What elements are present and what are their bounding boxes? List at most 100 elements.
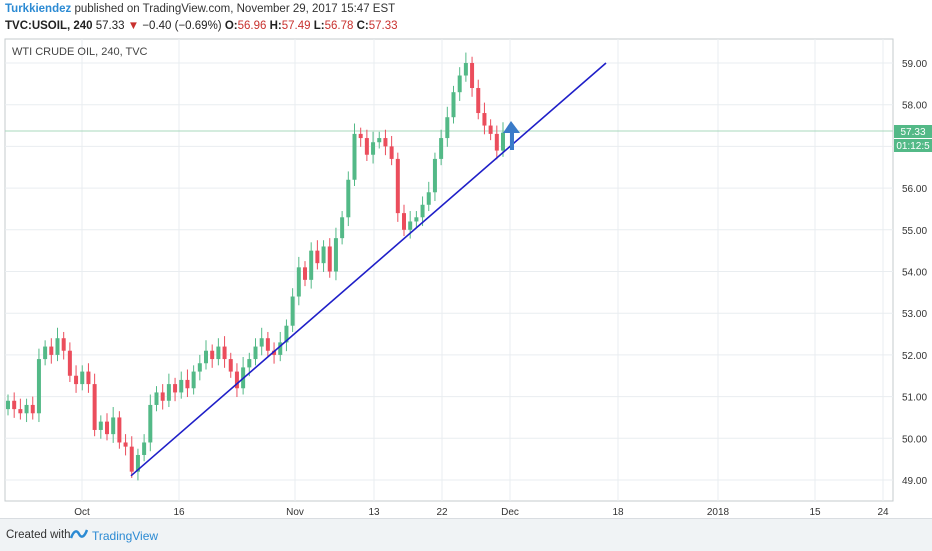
candle-body [371, 142, 376, 155]
y-tick-label: 54.00 [902, 268, 927, 279]
candle-body [43, 346, 48, 360]
candle-body [49, 346, 54, 355]
candle-body [30, 404, 35, 414]
price-change: −0.40 (−0.69%) [142, 20, 222, 32]
candle-body [204, 350, 208, 364]
down-arrow-icon: ▼ [127, 20, 140, 32]
candles [6, 52, 505, 481]
y-tick-label: 50.00 [902, 434, 927, 445]
close-label: C: [356, 20, 369, 32]
open-value: 56.96 [237, 20, 267, 32]
candle-body [247, 359, 252, 368]
symbol-label[interactable]: TVC:USOIL, 240 [5, 20, 93, 32]
candle-body [55, 338, 60, 355]
candle-body [309, 250, 314, 280]
tradingview-logo-icon [70, 529, 88, 539]
candle-body [327, 246, 332, 272]
y-tick-label: 52.00 [902, 351, 927, 362]
x-tick-label: 2018 [707, 507, 730, 518]
candle-body [129, 446, 134, 472]
x-tick-label: Nov [286, 507, 304, 518]
tradingview-brand-link[interactable]: TradingView [92, 529, 159, 543]
candle-body [92, 384, 97, 430]
candle-body [105, 421, 109, 435]
x-tick-label: 16 [173, 507, 185, 518]
time-axis[interactable]: Oct 16 Nov 13 22 Dec 18 2018 15 24 [74, 507, 889, 518]
candle-body [185, 379, 190, 389]
candle-body [488, 125, 493, 134]
candle-body [253, 346, 258, 360]
price-chart[interactable]: 49.00 50.00 51.00 52.00 53.00 54.00 55.00 56.00… [0, 38, 932, 518]
candle-body [61, 338, 66, 351]
candle-body [395, 158, 400, 214]
candle-body [197, 363, 202, 372]
candle-body [24, 404, 29, 414]
chart-title: WTI CRUDE OIL, 240, TVC [12, 46, 148, 58]
candle-body [210, 350, 215, 360]
close-value: 57.33 [368, 20, 398, 32]
candle-body [321, 246, 326, 264]
candle-body [67, 350, 72, 376]
low-label: L: [313, 20, 325, 32]
candle-body [377, 138, 382, 143]
candle-body [154, 392, 159, 405]
candle-body [414, 217, 419, 222]
price-axis[interactable]: 49.00 50.00 51.00 52.00 53.00 54.00 55.00 56.00… [902, 59, 927, 487]
candle-body [352, 133, 357, 180]
price-tag-label: 57.33 [900, 127, 925, 138]
candle-body [420, 204, 425, 218]
candle-body [457, 75, 462, 93]
trendline[interactable] [130, 62, 607, 477]
open-label: O: [224, 20, 238, 32]
published-text: published on TradingView.com, November 2… [71, 3, 396, 15]
y-tick-label: 58.00 [902, 101, 927, 112]
candle-body [494, 133, 499, 151]
candle-body [234, 371, 239, 389]
candle-body [74, 375, 79, 385]
candle-body [117, 417, 122, 443]
candle-body [18, 409, 23, 414]
candle-body [111, 417, 116, 435]
candle-body [315, 250, 320, 264]
candle-body [191, 371, 196, 389]
candle-body [259, 338, 264, 347]
x-tick-label: 15 [809, 507, 821, 518]
candle-body [12, 400, 17, 410]
candle-body [160, 392, 165, 401]
countdown-label: 01:12:5 [896, 141, 930, 152]
up-arrow-icon[interactable] [503, 121, 520, 150]
created-with-label: Created with [6, 529, 71, 541]
countdown-tag [894, 139, 932, 152]
x-tick-label: Oct [74, 507, 90, 518]
candle-body [389, 146, 394, 159]
candle-body [36, 359, 41, 414]
candle-body [272, 350, 277, 355]
candle-body [166, 384, 171, 401]
candle-body [426, 192, 431, 205]
y-tick-label: 56.00 [902, 184, 927, 195]
candle-body [278, 342, 283, 355]
candle-body [445, 117, 450, 139]
candle-body [135, 454, 140, 472]
price-tag [894, 125, 932, 138]
candle-body [463, 63, 468, 76]
author-link[interactable]: Turkkiendez [5, 3, 72, 15]
candle-body [284, 325, 289, 343]
plot-frame [4, 38, 894, 502]
candle-body [358, 133, 363, 139]
candle-body [451, 92, 456, 118]
candle-body [98, 421, 103, 430]
x-tick-label: 18 [612, 507, 624, 518]
candle-body [6, 400, 10, 410]
last-price: 57.33 [95, 20, 125, 32]
footer: Created with TradingView [0, 518, 932, 551]
candle-body [123, 442, 128, 447]
candle-body [383, 138, 388, 147]
candle-body [228, 359, 233, 372]
candle-body [86, 371, 91, 385]
low-value: 56.78 [324, 20, 354, 32]
x-tick-label: 24 [877, 507, 889, 518]
candle-body [346, 179, 351, 218]
candle-body [148, 404, 153, 443]
y-tick-label: 53.00 [902, 309, 927, 320]
